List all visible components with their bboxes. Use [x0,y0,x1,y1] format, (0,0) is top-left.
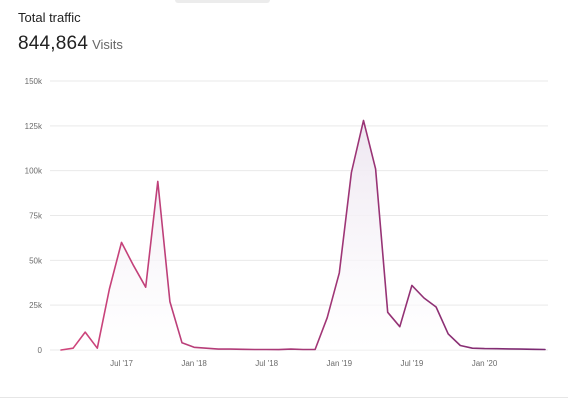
y-tick-label: 100k [25,167,43,176]
x-tick-label: Jul '19 [400,359,423,368]
x-tick-label: Jan '19 [327,359,353,368]
y-tick-label: 75k [29,212,43,221]
y-tick-label: 50k [29,256,43,265]
card-title: Total traffic [18,10,81,25]
bottom-divider [0,397,568,398]
x-tick-label: Jan '18 [181,359,207,368]
y-tick-label: 0 [38,346,43,355]
y-tick-label: 150k [25,77,43,86]
x-tick-label: Jan '20 [472,359,498,368]
top-shadow [175,0,270,3]
total-visits-value: 844,864 [18,33,89,54]
x-tick-label: Jul '18 [255,359,278,368]
traffic-header: Total traffic 844,864 Visits [18,10,123,55]
y-tick-label: 125k [25,122,43,131]
traffic-line [60,119,546,351]
y-tick-label: 25k [29,301,43,310]
x-tick-label: Jul '17 [110,359,133,368]
total-metric: 844,864 Visits [18,33,123,55]
traffic-area [61,120,545,350]
total-visits-unit: Visits [92,37,123,52]
